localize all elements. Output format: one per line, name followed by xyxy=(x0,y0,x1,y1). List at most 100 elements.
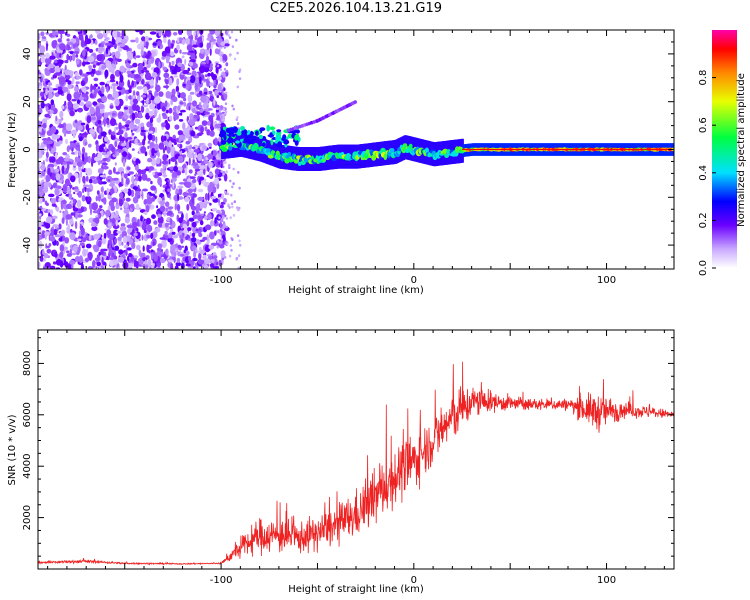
y-tick-label: 40 xyxy=(22,48,33,61)
noise-mark xyxy=(71,53,76,62)
noise-mark xyxy=(202,145,208,151)
noise-mark xyxy=(112,30,118,38)
noise-mark xyxy=(98,103,105,110)
noise-mark xyxy=(45,222,51,229)
noise-mark xyxy=(212,207,218,212)
noise-mark xyxy=(113,177,119,181)
noise-mark xyxy=(223,173,228,182)
noise-mark xyxy=(235,118,238,121)
noise-mark xyxy=(220,240,223,244)
noise-mark xyxy=(72,76,75,85)
noise-mark xyxy=(157,216,164,225)
noise-mark xyxy=(209,231,215,240)
noise-mark xyxy=(171,43,174,49)
noise-mark xyxy=(237,171,240,174)
noise-mark xyxy=(86,104,92,108)
noise-mark xyxy=(215,109,219,113)
noise-mark xyxy=(132,95,135,99)
spectrogram-y-ticks: -40 -20 0 20 40 xyxy=(22,41,674,258)
noise-mark xyxy=(134,164,139,171)
y-tick-label: 4000 xyxy=(22,453,33,478)
noise-mark xyxy=(112,224,120,230)
noise-mark xyxy=(45,52,50,59)
noise-mark xyxy=(207,213,212,220)
noise-mark xyxy=(204,224,212,231)
noise-mark xyxy=(170,244,176,252)
noise-mark xyxy=(157,172,163,177)
noise-mark xyxy=(107,151,111,155)
noise-mark xyxy=(199,30,204,35)
noise-mark xyxy=(200,126,204,134)
noise-mark xyxy=(44,113,51,118)
noise-mark xyxy=(82,175,86,184)
noise-mark xyxy=(225,69,229,73)
noise-mark xyxy=(236,122,240,125)
chart-title: C2E5.2026.104.13.21.G19 xyxy=(269,1,443,16)
noise-mark xyxy=(101,143,106,147)
noise-mark xyxy=(210,258,215,263)
noise-mark xyxy=(188,157,191,166)
noise-mark xyxy=(186,76,191,81)
noise-mark xyxy=(147,133,153,141)
noise-mark xyxy=(166,210,173,216)
noise-mark xyxy=(93,68,96,74)
noise-mark xyxy=(64,237,70,244)
noise-mark xyxy=(214,137,218,146)
noise-mark xyxy=(207,72,211,77)
noise-mark xyxy=(172,32,178,36)
noise-mark xyxy=(231,185,234,189)
noise-mark xyxy=(214,217,217,224)
noise-mark xyxy=(217,76,222,81)
noise-mark xyxy=(80,122,86,126)
x-tick-label: 0 xyxy=(411,575,417,586)
noise-mark xyxy=(111,83,118,87)
noise-mark xyxy=(100,131,107,137)
noise-mark xyxy=(81,237,87,243)
noise-mark xyxy=(178,30,183,35)
noise-mark xyxy=(109,188,115,195)
noise-mark xyxy=(164,30,171,37)
noise-mark xyxy=(197,188,204,193)
noise-mark xyxy=(118,122,122,131)
noise-mark xyxy=(114,127,117,133)
noise-mark xyxy=(76,99,81,105)
noise-mark xyxy=(59,43,66,51)
noise-mark xyxy=(145,204,150,213)
noise-mark xyxy=(84,75,88,84)
noise-mark xyxy=(184,58,187,66)
noise-mark xyxy=(54,142,61,147)
noise-mark xyxy=(123,173,128,179)
noise-mark xyxy=(189,61,194,66)
noise-mark xyxy=(185,140,191,145)
noise-mark xyxy=(61,231,64,236)
noise-mark xyxy=(65,130,73,135)
spectrogram-panel: -100 0 100 -40 -20 0 20 40 Height of straight … xyxy=(7,29,675,296)
ridge-mark xyxy=(276,129,282,133)
noise-mark xyxy=(171,39,175,45)
ridge-mark xyxy=(229,131,232,138)
noise-mark xyxy=(207,184,214,193)
noise-mark xyxy=(55,206,60,212)
noise-mark xyxy=(145,41,149,49)
noise-mark xyxy=(172,96,178,103)
noise-mark xyxy=(191,146,196,150)
noise-mark xyxy=(89,128,95,135)
noise-mark xyxy=(167,206,174,210)
noise-mark xyxy=(164,46,171,54)
noise-mark xyxy=(38,261,41,269)
noise-mark xyxy=(172,235,179,239)
noise-mark xyxy=(219,55,223,63)
noise-mark xyxy=(158,61,161,70)
noise-mark xyxy=(199,76,202,85)
noise-mark xyxy=(174,265,179,269)
noise-mark xyxy=(108,169,113,175)
noise-mark xyxy=(45,202,49,206)
noise-mark xyxy=(165,91,172,99)
noise-mark xyxy=(39,85,42,90)
noise-mark xyxy=(85,248,89,255)
noise-mark xyxy=(156,205,159,209)
noise-mark xyxy=(119,74,124,83)
noise-mark xyxy=(77,146,81,152)
noise-mark xyxy=(164,230,168,236)
x-tick-label: -100 xyxy=(210,575,233,586)
